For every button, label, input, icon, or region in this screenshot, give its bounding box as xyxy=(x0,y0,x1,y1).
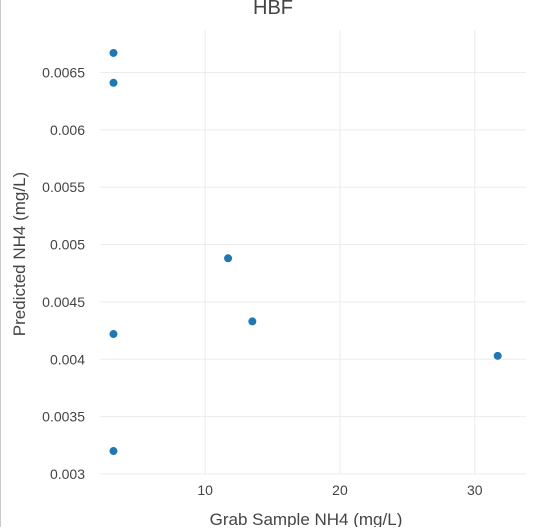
y-tick-label: 0.0045 xyxy=(42,294,85,310)
y-tick-label: 0.006 xyxy=(50,122,85,138)
y-tick-label: 0.0065 xyxy=(42,64,85,80)
x-tick-label: 20 xyxy=(332,482,348,498)
y-axis-title: Predicted NH4 (mg/L) xyxy=(10,172,29,336)
chart-title: HBF xyxy=(253,0,293,19)
x-axis-title: Grab Sample NH4 (mg/L) xyxy=(210,510,403,527)
y-tick-label: 0.0035 xyxy=(42,409,85,425)
y-tick-label: 0.004 xyxy=(50,351,85,367)
data-point xyxy=(109,330,118,339)
y-tick-label: 0.0055 xyxy=(42,179,85,195)
x-tick-label: 10 xyxy=(197,482,213,498)
x-tick-label: 30 xyxy=(467,482,483,498)
left-border xyxy=(0,0,1,527)
data-point xyxy=(224,254,233,263)
y-tick-label: 0.003 xyxy=(50,466,85,482)
data-point xyxy=(109,78,118,87)
data-point xyxy=(493,351,502,360)
grid-layer xyxy=(100,30,526,475)
y-tick-label: 0.005 xyxy=(50,237,85,253)
data-points xyxy=(109,48,502,456)
y-tick-labels: 0.003 0.0035 0.004 0.0045 0.005 0.0055 0.006 0.… xyxy=(42,64,85,482)
data-point xyxy=(248,317,257,326)
x-tick-labels: 10 20 30 xyxy=(197,482,482,498)
data-point xyxy=(109,48,118,57)
data-point xyxy=(109,447,118,456)
